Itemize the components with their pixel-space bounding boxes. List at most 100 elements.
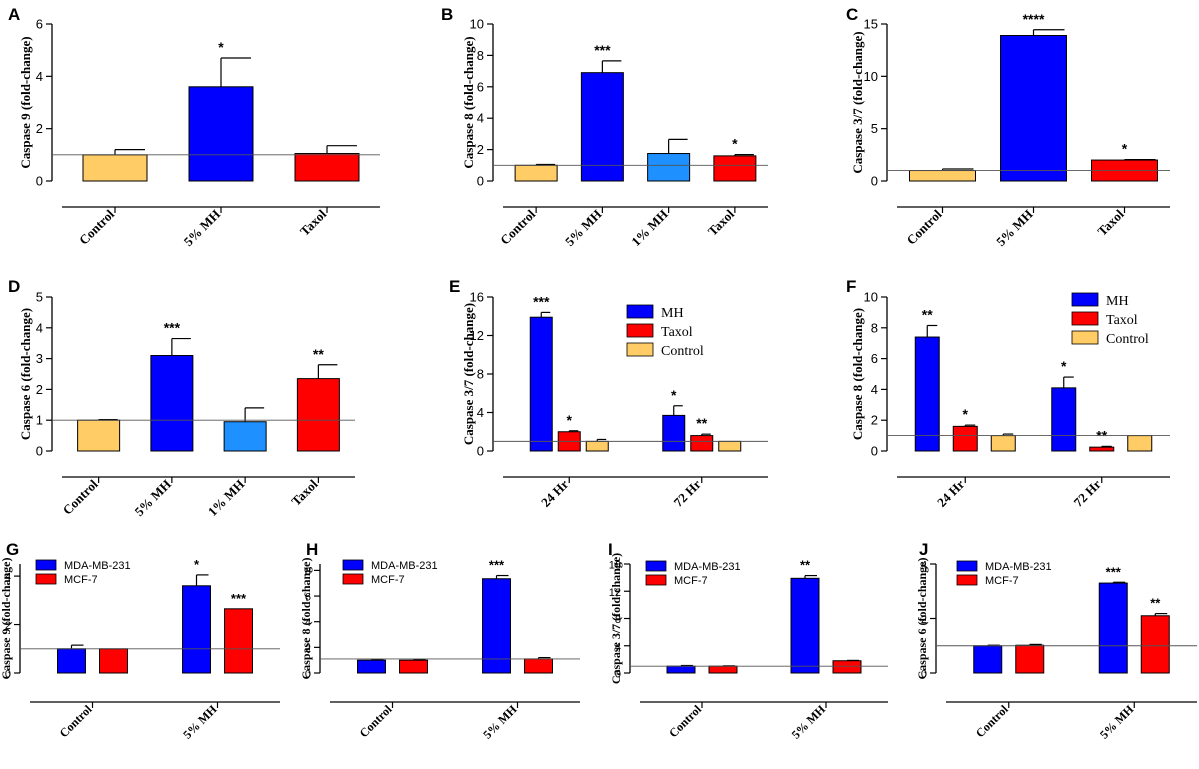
y-tick-label: 2 <box>5 620 11 632</box>
legend-swatch <box>956 560 978 572</box>
legend-swatch <box>1071 292 1099 307</box>
significance-label: *** <box>231 591 247 606</box>
bar <box>713 155 757 182</box>
legend-label: MCF-7 <box>371 574 405 586</box>
y-tick-label: 1 <box>36 413 43 428</box>
panel-letter: D <box>8 277 20 296</box>
bar <box>909 170 976 182</box>
bar <box>647 153 691 182</box>
bar-mda-mb-231 <box>357 659 386 674</box>
x-tick-label: Control <box>497 206 538 247</box>
y-tick-label: 0 <box>477 174 484 189</box>
x-tick-label: Control <box>904 206 945 247</box>
significance-label: * <box>194 557 200 572</box>
legend-label: Control <box>1106 332 1149 347</box>
significance-label: * <box>1061 358 1067 374</box>
bar <box>514 164 558 182</box>
x-tick-label: 5% MH <box>181 207 224 250</box>
x-tick-label: 5% MH <box>180 702 220 742</box>
bar <box>580 72 624 182</box>
bar-mcf-7 <box>1140 615 1170 674</box>
y-tick-label: 0 <box>5 669 11 681</box>
legend-swatch <box>626 304 654 319</box>
y-tick-label: 4 <box>305 617 311 629</box>
bar-mcf-7 <box>708 665 738 674</box>
x-tick-label: Taxol <box>1094 206 1127 239</box>
panel-letter: J <box>919 540 928 559</box>
x-tick-label: Control <box>357 702 395 740</box>
x-tick-label: 5% MH <box>480 702 520 742</box>
legend-label: MCF-7 <box>674 575 708 587</box>
y-axis-label: Caspase 3/7 (fold-change) <box>850 31 865 173</box>
y-tick-label: 6 <box>305 592 311 604</box>
y-tick-label: 0 <box>615 669 621 681</box>
y-tick-label: 4 <box>615 641 621 653</box>
y-tick-label: 2 <box>477 142 484 157</box>
y-tick-label: 8 <box>305 566 311 578</box>
significance-label: ** <box>313 346 324 362</box>
bar <box>223 421 267 452</box>
bar-control <box>990 435 1016 452</box>
y-tick-label: 12 <box>609 587 621 599</box>
significance-label: *** <box>533 293 550 309</box>
x-tick-label: 72 Hr <box>671 476 704 509</box>
x-tick-label: Control <box>60 476 101 517</box>
x-tick-label: 5% MH <box>993 207 1036 250</box>
significance-label: ** <box>800 558 811 573</box>
legend-swatch <box>35 573 57 585</box>
bar-mh <box>914 336 940 452</box>
significance-label: ** <box>1150 596 1161 611</box>
legend-label: MDA-MB-231 <box>674 561 741 573</box>
legend-label: MCF-7 <box>985 575 1019 587</box>
y-tick-label: 4 <box>36 69 43 84</box>
y-tick-label: 16 <box>470 290 484 305</box>
legend-swatch <box>1071 311 1099 326</box>
y-tick-label: 8 <box>615 614 621 626</box>
significance-label: * <box>732 136 738 152</box>
y-tick-label: 0 <box>477 444 484 459</box>
x-tick-label: 1% MH <box>205 477 248 520</box>
legend-label: Taxol <box>661 325 693 340</box>
panel-letter: G <box>6 540 19 559</box>
y-tick-label: 4 <box>921 560 927 572</box>
y-tick-label: 8 <box>477 367 484 382</box>
panel-letter: F <box>846 277 856 296</box>
bar-mcf-7 <box>524 658 553 674</box>
bar-mcf-7 <box>399 659 428 674</box>
legend-swatch <box>342 559 364 571</box>
significance-label: * <box>963 406 969 422</box>
panel-letter: I <box>608 540 613 559</box>
significance-label: * <box>1122 141 1128 157</box>
y-tick-label: 2 <box>36 121 43 136</box>
legend-label: MH <box>661 306 684 321</box>
y-tick-label: 3 <box>36 351 43 366</box>
y-axis-label: Caspase 8 (fold-change) <box>850 308 865 440</box>
x-tick-label: Control <box>57 702 95 740</box>
y-tick-label: 8 <box>477 48 484 63</box>
significance-label: *** <box>164 320 181 336</box>
bar-control <box>1127 435 1153 452</box>
y-tick-label: 2 <box>871 413 878 428</box>
y-tick-label: 4 <box>477 111 484 126</box>
y-tick-label: 0 <box>871 174 878 189</box>
y-tick-label: 0 <box>36 174 43 189</box>
significance-label: *** <box>594 42 611 58</box>
legend-swatch <box>645 560 667 572</box>
legend-label: Taxol <box>1106 313 1138 328</box>
y-tick-label: 10 <box>864 69 878 84</box>
bar-mda-mb-231 <box>1098 582 1128 674</box>
y-tick-label: 2 <box>36 382 43 397</box>
x-tick-label: 5% MH <box>562 207 605 250</box>
bar-mcf-7 <box>1015 644 1045 674</box>
y-axis-label: Caspase 9 (fold-change) <box>0 557 13 679</box>
bar <box>150 355 194 452</box>
legend-swatch <box>342 573 364 585</box>
panel-letter: A <box>8 5 20 24</box>
